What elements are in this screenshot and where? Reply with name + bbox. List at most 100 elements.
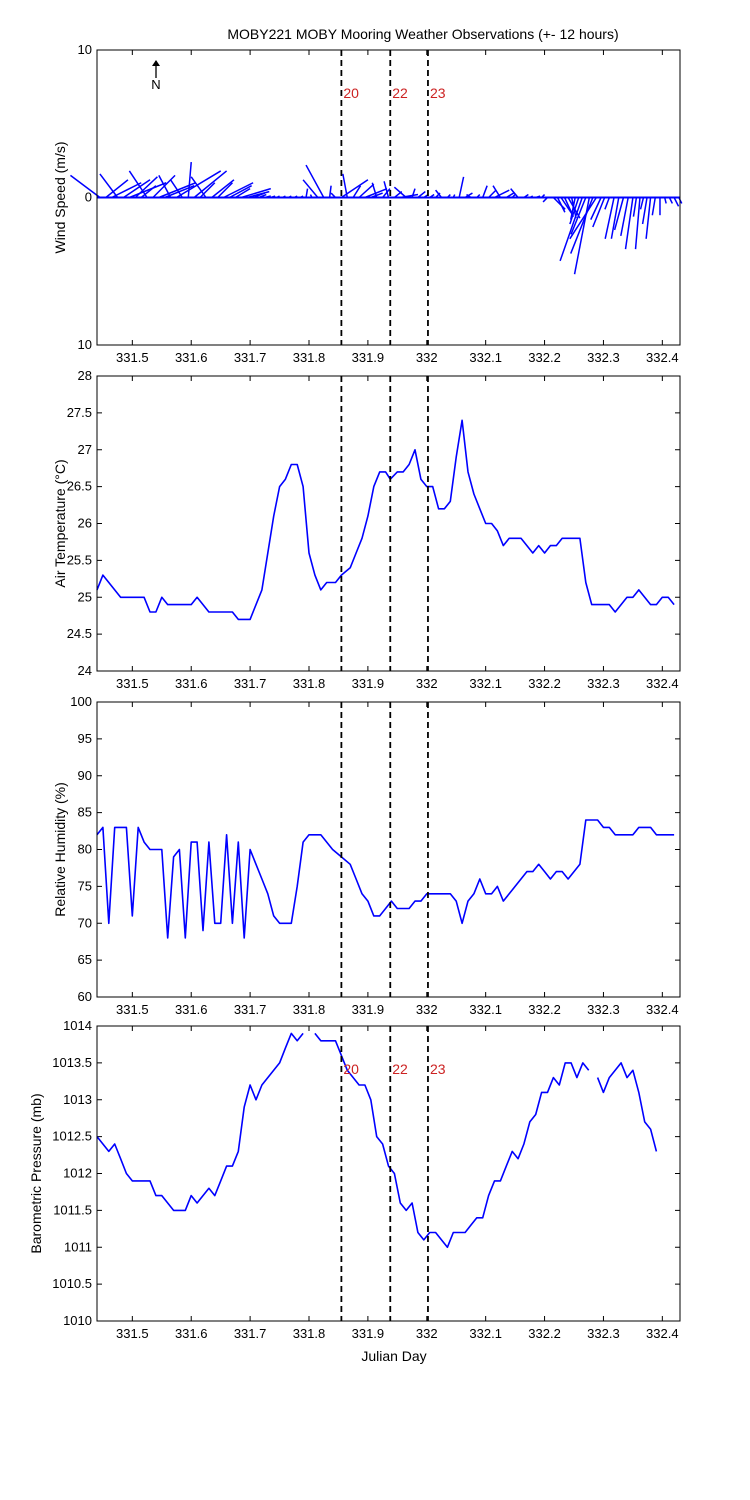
wind-vector <box>342 173 349 198</box>
wind-vector <box>276 195 280 199</box>
y-tick-label: 95 <box>78 731 92 746</box>
wind-vector <box>217 182 234 199</box>
wind-vector <box>158 175 172 198</box>
x-tick-label: 331.8 <box>293 1002 326 1017</box>
y-tick-label: 24 <box>78 663 92 678</box>
wind-vector <box>511 194 516 199</box>
x-tick-label: 331.7 <box>234 1326 267 1341</box>
wind-vector <box>411 188 416 198</box>
wind-vector <box>673 197 680 207</box>
x-tick-label: 331.7 <box>234 350 267 365</box>
plot-frame <box>96 375 681 672</box>
y-tick-label: 24.5 <box>67 626 92 641</box>
event-label: 23 <box>430 1061 446 1077</box>
x-tick-label: 331.6 <box>175 676 208 691</box>
x-tick-label: 332 <box>416 1326 438 1341</box>
wind-vector <box>190 176 207 198</box>
y-tick-label: 10 <box>78 42 92 57</box>
wind-vector <box>383 181 390 198</box>
x-tick-label: 332.4 <box>646 676 679 691</box>
wind-vector <box>302 179 319 198</box>
x-tick-label: 331.5 <box>116 676 149 691</box>
y-tick-label: 10 <box>78 337 92 352</box>
series-line <box>314 1032 590 1249</box>
wind-vector <box>523 193 529 199</box>
x-tick-label: 332.4 <box>646 1326 679 1341</box>
plot-frame <box>96 49 681 346</box>
wind-vector <box>169 179 184 198</box>
y-tick-label: 1011.5 <box>53 1202 92 1217</box>
wind-vector <box>270 195 276 199</box>
x-tick-label: 332.3 <box>587 1326 620 1341</box>
wind-vector <box>258 193 267 199</box>
wind-vector <box>570 197 576 220</box>
wind-vector <box>305 164 325 198</box>
x-tick-label: 332 <box>416 350 438 365</box>
y-tick-label: 75 <box>78 878 92 893</box>
wind-vector <box>293 195 298 199</box>
x-tick-label: 331.7 <box>234 676 267 691</box>
y-axis-label: Relative Humidity (%) <box>52 782 68 917</box>
wind-vector <box>193 170 228 199</box>
wind-vector <box>559 197 583 262</box>
y-tick-label: 0 <box>85 190 92 205</box>
y-tick-label: 100 <box>70 694 92 709</box>
x-tick-label: 331.9 <box>352 1002 385 1017</box>
y-tick-label: 1011 <box>64 1239 92 1254</box>
wind-vector <box>358 183 375 199</box>
x-tick-label: 332.2 <box>528 676 561 691</box>
x-tick-label: 332.2 <box>528 1326 561 1341</box>
event-label: 22 <box>392 1061 408 1077</box>
panel-barometric_pressure: 1014 1013.5 1013 1012.5 1012 1011.5 1011 1010.5… <box>28 1018 681 1341</box>
wind-vector <box>246 190 270 199</box>
wind-vector <box>288 195 292 199</box>
plot-frame <box>96 701 681 998</box>
wind-vector <box>129 182 167 199</box>
x-tick-label: 331.9 <box>352 676 385 691</box>
y-tick-label: 90 <box>78 768 92 783</box>
wind-vector <box>592 197 606 228</box>
x-tick-label: 331.6 <box>175 1002 208 1017</box>
wind-vector <box>488 189 497 199</box>
wind-vector <box>663 197 667 204</box>
wind-vector <box>229 185 252 199</box>
plot-frame <box>96 1025 681 1322</box>
x-tick-label: 331.5 <box>116 1002 149 1017</box>
wind-vector <box>134 176 158 199</box>
wind-vector <box>264 195 271 199</box>
wind-vector <box>573 197 591 275</box>
event-label: 20 <box>343 85 359 101</box>
y-tick-label: 1012.5 <box>52 1129 92 1144</box>
wind-vector <box>634 197 641 250</box>
x-tick-label: 332.2 <box>528 1002 561 1017</box>
y-tick-label: 1013 <box>63 1092 92 1107</box>
wind-vector <box>328 185 332 198</box>
x-tick-label: 332.2 <box>528 350 561 365</box>
x-tick-label: 331.6 <box>175 1326 208 1341</box>
wind-vector <box>371 182 378 198</box>
wind-vector <box>570 197 594 254</box>
x-axis-label: Julian Day <box>361 1348 426 1364</box>
x-tick-label: 331.5 <box>116 350 149 365</box>
y-tick-label: 1012 <box>63 1166 92 1181</box>
wind-vector <box>199 182 216 199</box>
wind-vector <box>252 192 266 199</box>
wind-vector <box>610 197 620 239</box>
wind-vector <box>187 162 192 198</box>
wind-vector <box>651 197 657 216</box>
wind-vector <box>492 185 502 198</box>
figure-title: MOBY221 MOBY Mooring Weather Observation… <box>227 26 618 42</box>
wind-vector <box>535 195 541 199</box>
y-tick-label: 25 <box>78 589 92 604</box>
wind-vector <box>400 193 419 199</box>
wind-vector <box>641 197 648 225</box>
wind-vector <box>309 194 313 198</box>
y-tick-label: 70 <box>78 915 92 930</box>
wind-vector <box>505 192 515 199</box>
wind-vector <box>556 197 566 213</box>
wind-vector <box>624 197 634 250</box>
wind-vector <box>569 197 598 240</box>
x-tick-label: 332.3 <box>587 676 620 691</box>
